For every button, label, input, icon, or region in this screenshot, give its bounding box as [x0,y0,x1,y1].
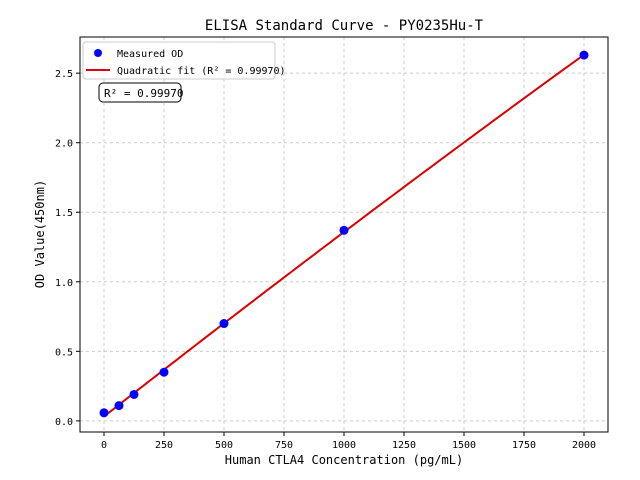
y-tick-label: 1.0 [55,278,73,289]
x-tick-label: 1250 [392,440,416,451]
r2-annotation-text: R² = 0.99970 [104,87,183,100]
y-tick-label: 0.0 [55,417,73,428]
x-tick-label: 500 [215,440,233,451]
y-tick-label: 0.5 [55,347,73,358]
x-tick-label: 750 [275,440,293,451]
points-layer [99,50,589,418]
legend-box [82,41,276,80]
x-tick-label: 1000 [332,440,356,451]
r2-annotation-box [98,82,182,103]
data-point [219,319,229,329]
r2-annotation: R² = 0.99970 [98,82,183,103]
x-tick-label: 250 [155,440,173,451]
data-point [579,50,589,60]
data-point [339,225,349,235]
chart-title: ELISA Standard Curve - PY0235Hu-T [205,18,484,34]
x-axis-label: Human CTLA4 Concentration (pg/mL) [225,453,463,467]
data-point [129,389,139,399]
grid [80,37,608,432]
data-point [99,408,109,418]
x-tick-label: 1500 [452,440,476,451]
y-tick-label: 1.5 [55,208,73,219]
x-axis-ticks: 0 250 500 750 1000 1250 1500 1750 2000 [101,432,596,451]
y-axis-label: OD Value(450nm) [33,180,47,288]
x-tick-label: 1750 [512,440,536,451]
legend-marker-measured [94,49,102,57]
legend-label-measured: Measured OD [117,49,183,60]
legend: Measured OD Quadratic fit (R² = 0.99970) [82,41,286,80]
data-point [114,401,124,411]
data-point [159,367,169,377]
y-axis-ticks: 0.0 0.5 1.0 1.5 2.0 2.5 [55,69,80,428]
legend-label-fit: Quadratic fit (R² = 0.99970) [117,66,286,77]
x-tick-label: 2000 [572,440,596,451]
y-tick-label: 2.0 [55,139,73,150]
y-tick-label: 2.5 [55,69,73,80]
x-tick-label: 0 [101,440,107,451]
